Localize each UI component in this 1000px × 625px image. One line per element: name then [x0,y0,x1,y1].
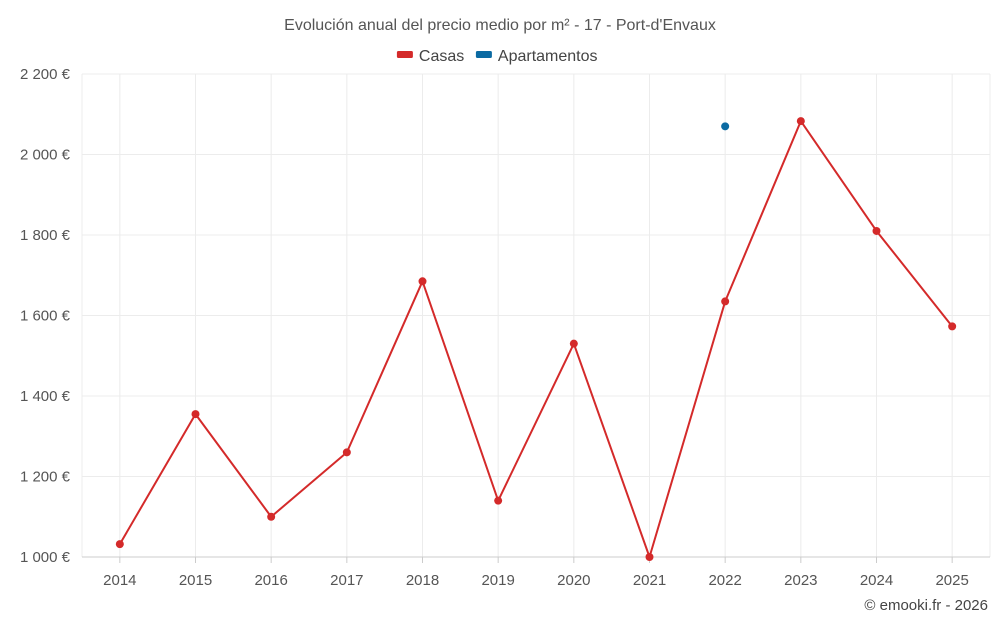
data-point [494,496,503,505]
legend-swatch [396,51,413,58]
x-tick-label: 2018 [406,572,439,589]
x-tick-label: 2019 [481,572,514,589]
data-point [948,322,957,331]
data-point [721,297,730,306]
legend-label: Casas [419,48,464,65]
x-tick-label: 2021 [633,572,666,589]
x-tick-label: 2023 [784,572,817,589]
credit-text: © emooki.fr - 2026 [864,597,988,614]
data-point [267,512,276,521]
x-tick-label: 2024 [860,572,893,589]
data-point [569,339,578,348]
x-tick-label: 2014 [103,572,136,589]
series-apartamentos [721,122,730,131]
y-tick-label: 2 200 € [20,66,71,83]
y-tick-label: 1 600 € [20,308,71,325]
x-tick-label: 2025 [935,572,968,589]
y-tick-label: 1 800 € [20,227,71,244]
data-point [645,553,654,561]
y-tick-label: 1 200 € [20,469,71,486]
legend-label: Apartamentos [498,48,598,65]
x-tick-label: 2022 [708,572,741,589]
legend-item: Apartamentos [475,48,598,65]
legend-item: Casas [396,48,464,65]
x-tick-label: 2016 [254,572,287,589]
chart-legend: Casas Apartamentos [396,48,598,65]
data-point [342,448,351,457]
y-axis: 1 000 € 1 200 € 1 400 € 1 600 € 1 800 € 2 000… [20,66,71,566]
x-tick-label: 2015 [179,572,212,589]
data-point [191,410,200,419]
grid-layer [81,73,991,557]
data-point [796,117,805,126]
data-point [418,277,427,286]
legend-swatch [475,51,492,58]
chart-title: Evolución anual del precio medio por m² … [284,17,716,34]
y-tick-label: 2 000 € [20,147,71,164]
y-tick-label: 1 400 € [20,388,71,405]
y-tick-label: 1 000 € [20,549,71,566]
series-casas [115,117,957,561]
data-point [721,122,730,131]
series-layer [115,117,957,561]
x-tick-label: 2020 [557,572,590,589]
x-tick-label: 2017 [330,572,363,589]
data-point [115,540,124,549]
series-line [118,120,953,558]
data-point [872,226,881,235]
x-axis: 2014 2015 2016 2017 2018 2019 2020 2021 2022 2023… [82,556,990,589]
